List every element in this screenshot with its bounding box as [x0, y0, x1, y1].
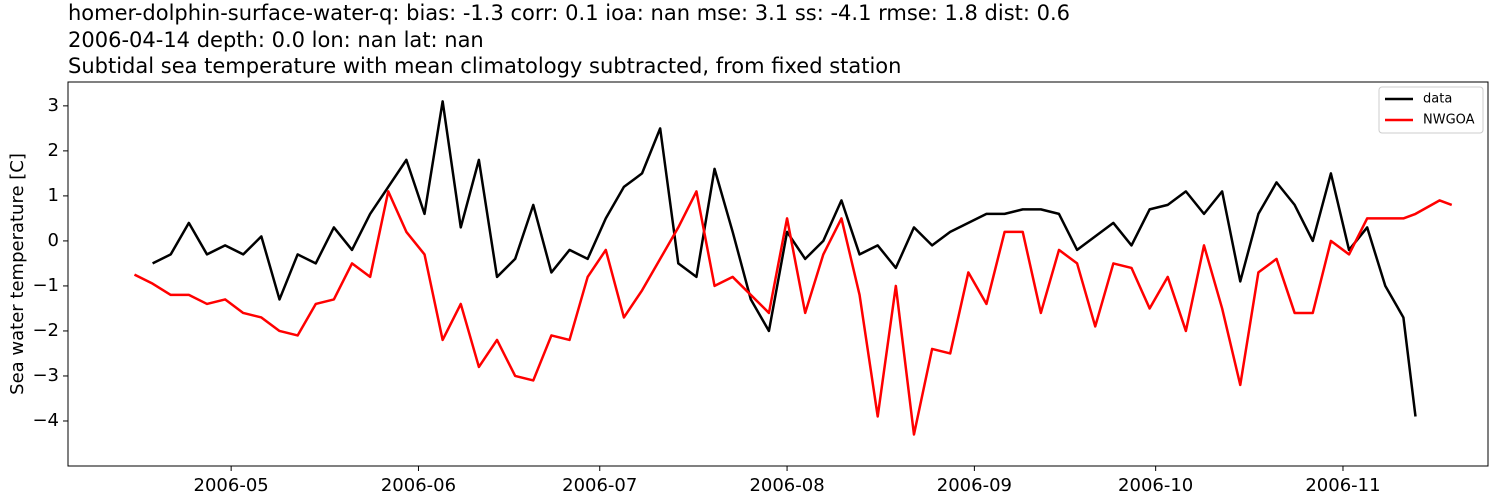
y-tick-label: 2: [48, 140, 59, 161]
chart-title: homer-dolphin-surface-water-q: bias: -1.…: [68, 1, 1070, 25]
x-tick-label: 2006-05: [194, 475, 269, 496]
x-tick-label: 2006-08: [749, 475, 824, 496]
data-line: [133, 190, 1453, 436]
y-axis-label: Sea water temperature [C]: [7, 153, 28, 395]
y-tick-label: 3: [48, 95, 59, 116]
legend-label: NWGOA: [1423, 113, 1475, 128]
y-tick-label: −2: [32, 320, 59, 341]
y-tick-label: −3: [32, 365, 59, 386]
x-tick-label: 2006-10: [1118, 475, 1193, 496]
plot-frame: [67, 81, 1489, 467]
x-tick-label: 2006-09: [937, 475, 1012, 496]
chart-subtitle: Subtidal sea temperature with mean clima…: [68, 54, 901, 78]
data-line: [152, 100, 1417, 417]
legend-label: data: [1423, 92, 1452, 107]
y-tick-label: −1: [32, 275, 59, 296]
x-tick-label: 2006-11: [1305, 475, 1380, 496]
y-tick-label: −4: [32, 410, 59, 431]
chart-subtitle: 2006-04-14 depth: 0.0 lon: nan lat: nan: [68, 28, 484, 52]
x-tick-label: 2006-06: [381, 475, 456, 496]
y-tick-label: 1: [48, 185, 59, 206]
x-tick-label: 2006-07: [562, 475, 637, 496]
y-tick-label: 0: [48, 230, 59, 251]
